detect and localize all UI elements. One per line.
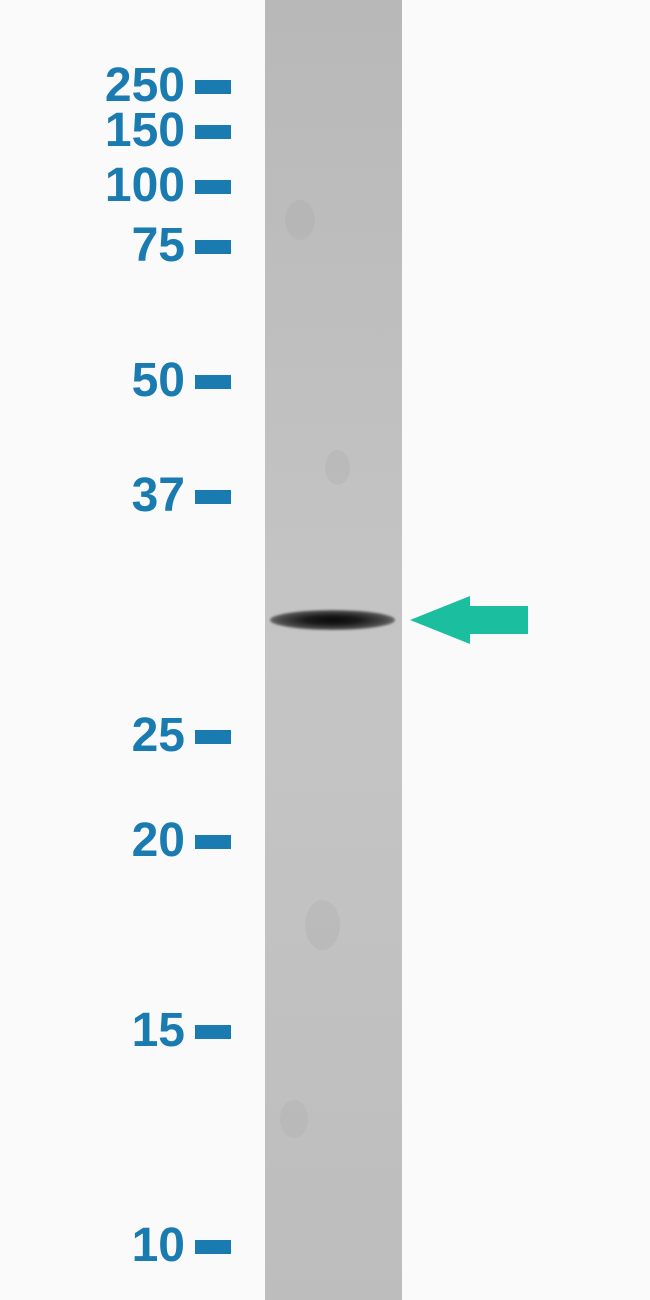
marker-tick-15: [195, 1025, 231, 1039]
marker-20: 20: [132, 813, 185, 868]
marker-tick-50: [195, 375, 231, 389]
marker-25: 25: [132, 708, 185, 763]
gel-lane: [265, 0, 402, 1300]
marker-50: 50: [132, 353, 185, 408]
western-blot-container: 250 150 100 75 50 37 25 20 15 10: [0, 0, 650, 1300]
marker-37: 37: [132, 468, 185, 523]
marker-75: 75: [132, 218, 185, 273]
marker-100: 100: [105, 158, 185, 213]
marker-150: 150: [105, 103, 185, 158]
marker-10: 10: [132, 1218, 185, 1273]
arrow-tail: [468, 606, 528, 634]
protein-band: [270, 610, 395, 630]
marker-tick-150: [195, 125, 231, 139]
marker-tick-100: [195, 180, 231, 194]
marker-tick-37: [195, 490, 231, 504]
marker-15: 15: [132, 1003, 185, 1058]
arrow-head-icon: [410, 596, 470, 644]
marker-tick-75: [195, 240, 231, 254]
marker-tick-25: [195, 730, 231, 744]
marker-tick-250: [195, 80, 231, 94]
marker-tick-20: [195, 835, 231, 849]
marker-tick-10: [195, 1240, 231, 1254]
